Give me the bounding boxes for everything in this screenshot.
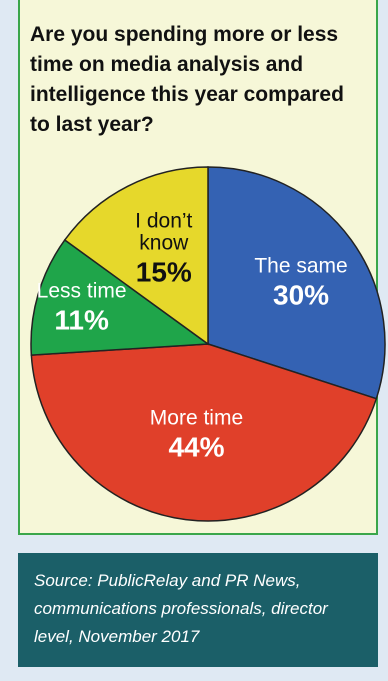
slice-value-label: 15% xyxy=(136,256,192,287)
chart-title: Are you spending more or less time on me… xyxy=(30,23,344,136)
pie-slice-i-don-t-know xyxy=(63,166,209,346)
source-note: Source: PublicRelay and PR News, communi… xyxy=(18,553,378,667)
slice-value-label: 11% xyxy=(54,304,109,335)
pie-slice-the-same xyxy=(207,166,386,400)
slice-label: I don’t xyxy=(135,209,192,232)
slice-value-label: 30% xyxy=(273,280,329,311)
slice-label: Less time xyxy=(37,279,127,302)
pie-slice-less-time xyxy=(30,238,211,356)
slice-label: More time xyxy=(150,406,243,429)
slice-label: know xyxy=(139,231,189,254)
pie-slice-more-time xyxy=(30,343,378,522)
slice-label: The same xyxy=(254,255,347,278)
slice-value-label: 44% xyxy=(168,431,224,462)
